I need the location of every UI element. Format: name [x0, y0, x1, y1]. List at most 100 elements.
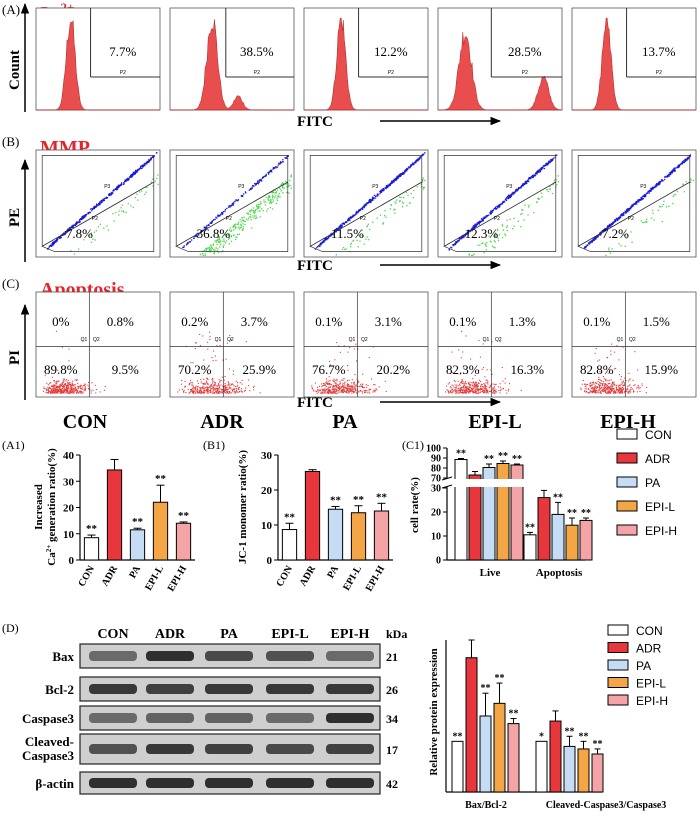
red-dot	[484, 391, 486, 393]
blue-dot	[55, 241, 57, 243]
red-dot	[476, 386, 478, 388]
red-dot	[618, 374, 620, 376]
green-dot	[269, 201, 272, 203]
blue-dot	[285, 157, 287, 159]
green-dot	[234, 238, 237, 241]
red-dot	[465, 335, 467, 337]
red-dot	[463, 387, 465, 389]
red-dot	[626, 390, 628, 392]
red-dot	[588, 392, 590, 394]
red-dot	[463, 383, 465, 385]
blue-dot	[54, 240, 57, 242]
green-dot	[267, 199, 269, 201]
red-dot	[66, 392, 68, 394]
red-dot	[347, 390, 349, 392]
significance-mark: **	[498, 451, 508, 462]
blue-dot	[655, 186, 657, 188]
blue-dot	[421, 154, 423, 156]
blot-band	[146, 713, 194, 723]
red-dot	[66, 390, 68, 392]
red-dot	[603, 381, 605, 383]
red-dot	[193, 387, 195, 389]
blue-dot	[81, 218, 83, 221]
red-dot	[50, 387, 52, 389]
red-dot	[77, 387, 79, 389]
red-dot	[472, 390, 474, 392]
red-dot	[56, 390, 58, 392]
blue-dot	[132, 171, 135, 173]
red-dot	[233, 370, 235, 372]
red-dot	[218, 378, 220, 380]
blue-dot	[615, 220, 617, 222]
blue-dot	[265, 174, 267, 177]
red-dot	[607, 380, 609, 382]
red-dot	[211, 392, 213, 394]
green-dot	[236, 223, 238, 225]
blue-dot	[342, 222, 345, 224]
blue-dot	[98, 203, 101, 205]
green-dot	[228, 243, 230, 245]
red-dot	[504, 382, 506, 384]
green-dot	[290, 174, 292, 176]
red-dot	[217, 390, 219, 392]
green-dot	[249, 210, 251, 212]
red-dot	[472, 381, 474, 383]
red-dot	[208, 389, 210, 391]
blue-dot	[483, 217, 485, 219]
red-dot	[589, 386, 591, 388]
blue-dot	[84, 214, 86, 216]
red-dot	[460, 389, 462, 391]
red-dot	[68, 360, 70, 362]
red-dot	[333, 386, 335, 388]
blue-dot	[591, 240, 593, 242]
blue-dot	[684, 159, 686, 161]
red-dot	[606, 392, 608, 394]
green-dot	[382, 222, 385, 224]
red-dot	[485, 387, 487, 389]
red-dot	[71, 385, 73, 387]
red-dot	[461, 390, 463, 392]
green-dot	[422, 186, 425, 189]
blue-dot	[461, 238, 463, 240]
red-dot	[219, 391, 221, 393]
green-dot	[247, 212, 249, 214]
blue-dot	[402, 173, 404, 175]
green-dot	[547, 190, 549, 193]
red-dot	[493, 383, 495, 385]
red-dot	[342, 385, 344, 387]
red-dot	[90, 392, 92, 394]
y-tick-label: 80	[431, 464, 441, 475]
green-dot	[485, 249, 488, 251]
blue-dot	[540, 167, 542, 170]
red-dot	[73, 392, 75, 394]
red-dot	[57, 386, 59, 388]
y-axis-label-rest: generation ratio(%)	[46, 448, 58, 545]
red-dot	[368, 389, 370, 391]
green-dot	[384, 209, 386, 212]
red-dot	[60, 390, 62, 392]
red-dot	[619, 389, 621, 391]
blue-dot	[409, 165, 412, 168]
blue-dot	[349, 219, 351, 222]
red-dot	[76, 379, 78, 381]
green-dot	[268, 196, 270, 199]
red-dot	[592, 382, 594, 384]
green-dot	[477, 244, 479, 247]
significance-mark: **	[481, 683, 491, 694]
red-dot	[193, 388, 195, 390]
red-dot	[594, 352, 596, 354]
blue-dot	[511, 194, 513, 196]
red-dot	[366, 386, 368, 388]
blue-dot	[518, 187, 520, 189]
red-dot	[629, 384, 631, 386]
red-dot	[594, 386, 596, 388]
y-axis-label-ion: Ca	[46, 552, 58, 566]
red-dot	[339, 383, 341, 385]
red-dot	[488, 390, 490, 392]
red-dot	[69, 384, 71, 386]
blue-dot	[662, 180, 664, 182]
red-dot	[468, 383, 470, 385]
green-dot	[217, 251, 220, 254]
green-dot	[282, 183, 285, 185]
red-dot	[333, 391, 335, 393]
